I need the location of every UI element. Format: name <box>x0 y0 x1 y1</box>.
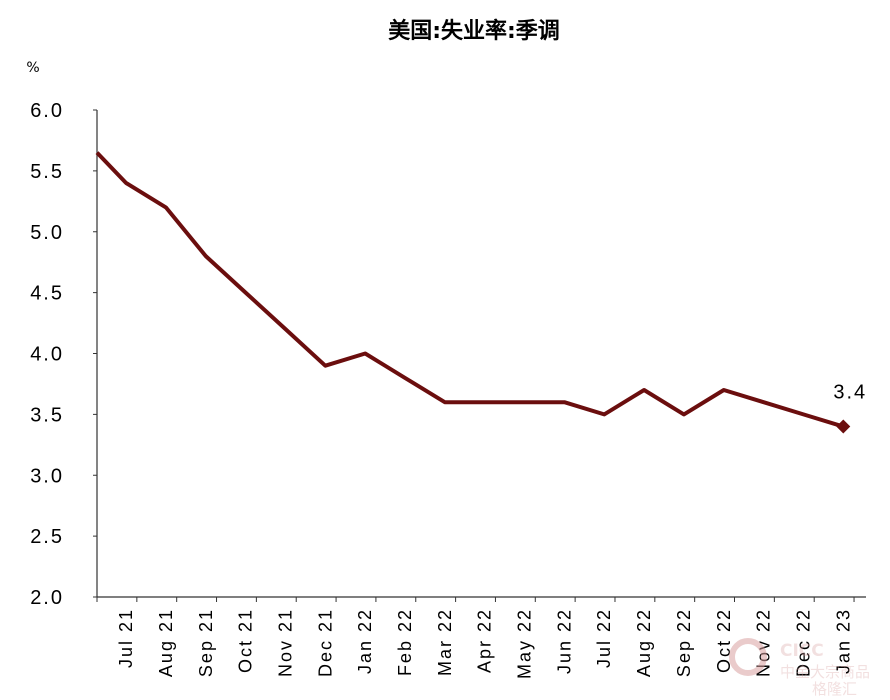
y-tick-label: 5.0 <box>30 222 64 244</box>
watermark: CICC 中金大宗商品 格隆汇 <box>729 638 870 698</box>
cicc-logo-icon <box>729 638 767 676</box>
x-tick-label: Jan 22 <box>355 608 375 674</box>
y-tick-label: 4.5 <box>30 283 64 305</box>
x-tick-label: Aug 21 <box>156 608 176 677</box>
x-tick-label: May 22 <box>515 608 535 679</box>
y-axis-unit-label: % <box>26 60 39 76</box>
x-tick-label: Jan 23 <box>833 608 853 674</box>
x-tick-label: Sep 22 <box>674 608 694 677</box>
y-tick-label: 4.0 <box>30 344 64 366</box>
watermark-subtitle: 中金大宗商品 <box>780 663 870 681</box>
series-group: 3.4 <box>95 151 867 434</box>
series-line <box>95 151 844 429</box>
watermark-corner: 格隆汇 <box>812 680 857 698</box>
x-tick-label: Dec 21 <box>315 608 335 677</box>
x-tick-label: Apr 22 <box>475 608 495 673</box>
x-tick-label: Oct 21 <box>236 608 256 673</box>
end-data-label: 3.4 <box>833 382 867 404</box>
x-tick-label: Mar 22 <box>435 608 455 676</box>
watermark-brand: CICC <box>780 641 824 661</box>
y-tick-label: 3.5 <box>30 404 64 426</box>
y-tick-label: 5.5 <box>30 161 64 183</box>
y-axis-ticks: 2.0 2.5 3.0 3.5 4.0 4.5 5.0 5.5 6.0 <box>30 100 97 609</box>
x-tick-label: Oct 22 <box>714 608 734 673</box>
x-tick-label: Nov 21 <box>275 608 295 677</box>
x-axis-ticks: Jul 21 Aug 21 Sep 21 Oct 21 Nov 21 Dec 21 Jan … <box>96 597 855 679</box>
x-tick-label: Jul 21 <box>116 608 136 668</box>
x-tick-label: Jul 22 <box>594 608 614 668</box>
y-tick-label: 2.5 <box>30 526 64 548</box>
x-tick-label: Nov 22 <box>754 608 774 677</box>
x-tick-label: Aug 22 <box>634 608 654 677</box>
x-tick-label: Jun 22 <box>554 608 574 674</box>
x-tick-label: Dec 22 <box>793 608 813 677</box>
last-point-marker <box>836 419 851 434</box>
y-tick-label: 3.0 <box>30 465 64 487</box>
x-tick-label: Sep 21 <box>196 608 216 677</box>
y-tick-label: 2.0 <box>30 587 64 609</box>
x-tick-label: Feb 22 <box>395 608 415 676</box>
chart-title: 美国:失业率:季调 <box>388 18 560 44</box>
axes <box>96 110 866 598</box>
y-tick-label: 6.0 <box>30 100 64 122</box>
